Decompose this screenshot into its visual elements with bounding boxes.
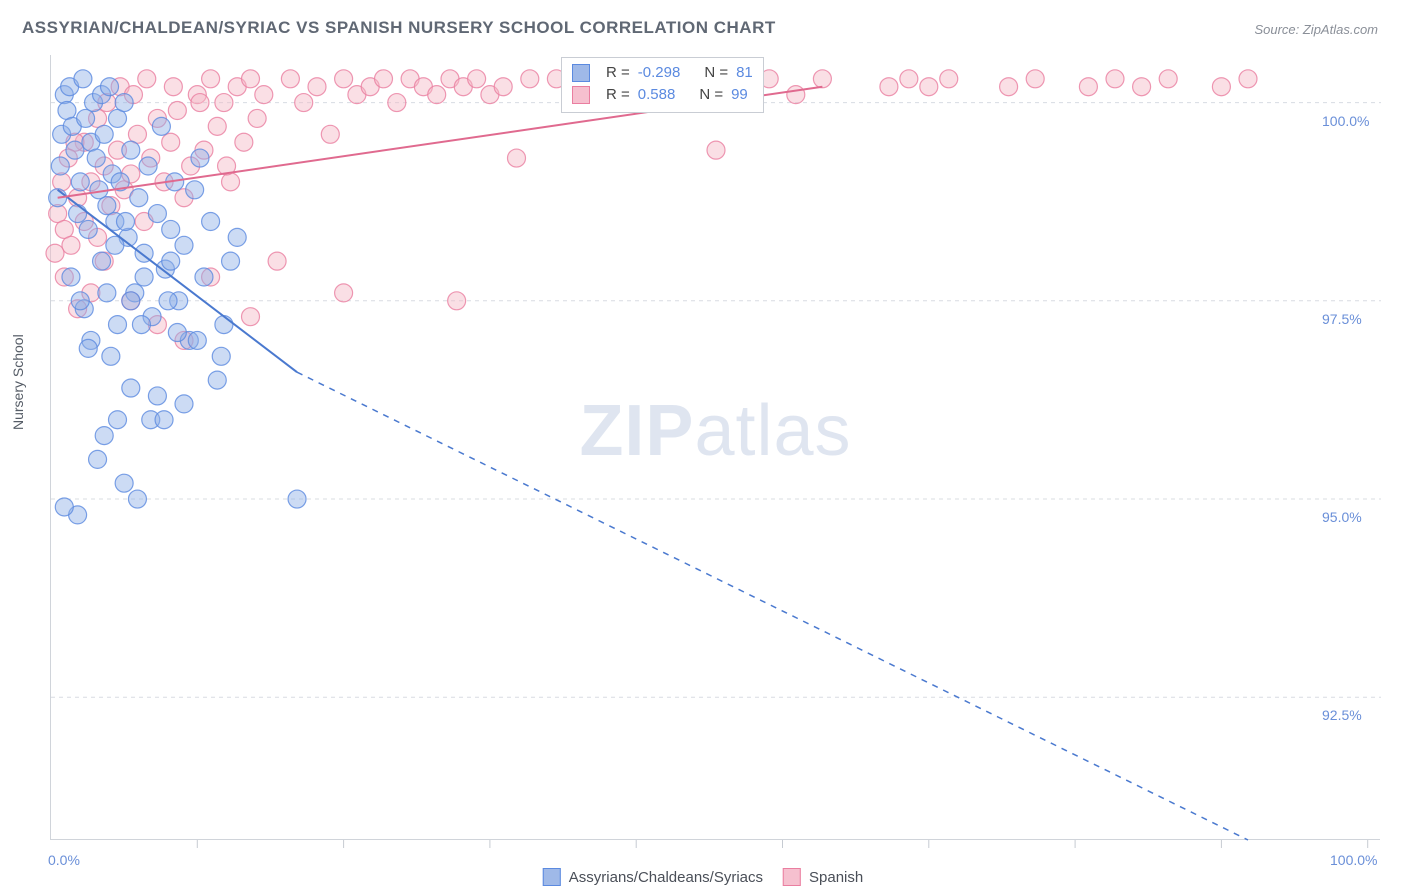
legend-item-blue: Assyrians/Chaldeans/Syriacs: [543, 868, 763, 886]
x-tick-label-max: 100.0%: [1330, 852, 1377, 868]
y-tick-label: 95.0%: [1322, 509, 1362, 525]
stats-row-pink: R = 0.588 N = 99: [572, 84, 753, 106]
chart-title: ASSYRIAN/CHALDEAN/SYRIAC VS SPANISH NURS…: [22, 18, 776, 38]
blue-swatch-icon: [543, 868, 561, 886]
y-tick-label: 100.0%: [1322, 113, 1369, 129]
bottom-legend: Assyrians/Chaldeans/Syriacs Spanish: [533, 868, 873, 886]
legend-label-blue: Assyrians/Chaldeans/Syriacs: [569, 869, 763, 886]
plot-area: ZIPatlas R = -0.298 N = 81 R = 0.588 N =…: [50, 55, 1380, 840]
n-label: N =: [704, 62, 728, 84]
legend-label-pink: Spanish: [809, 869, 863, 886]
blue-swatch-icon: [572, 64, 590, 82]
y-tick-label: 97.5%: [1322, 311, 1362, 327]
r-label: R =: [606, 62, 630, 84]
blue-r-value: -0.298: [638, 62, 681, 84]
n-label: N =: [699, 84, 723, 106]
stats-legend-box: R = -0.298 N = 81 R = 0.588 N = 99: [561, 57, 764, 113]
y-tick-label: 92.5%: [1322, 707, 1362, 723]
x-tick-label-min: 0.0%: [48, 852, 80, 868]
pink-n-value: 99: [731, 84, 748, 106]
y-axis-label: Nursery School: [10, 334, 26, 430]
scatter-chart: [51, 55, 1381, 840]
pink-swatch-icon: [783, 868, 801, 886]
stats-row-blue: R = -0.298 N = 81: [572, 62, 753, 84]
pink-swatch-icon: [572, 86, 590, 104]
legend-item-pink: Spanish: [783, 868, 863, 886]
source-label: Source: ZipAtlas.com: [1254, 22, 1378, 37]
r-label: R =: [606, 84, 630, 106]
blue-n-value: 81: [736, 62, 753, 84]
pink-r-value: 0.588: [638, 84, 676, 106]
